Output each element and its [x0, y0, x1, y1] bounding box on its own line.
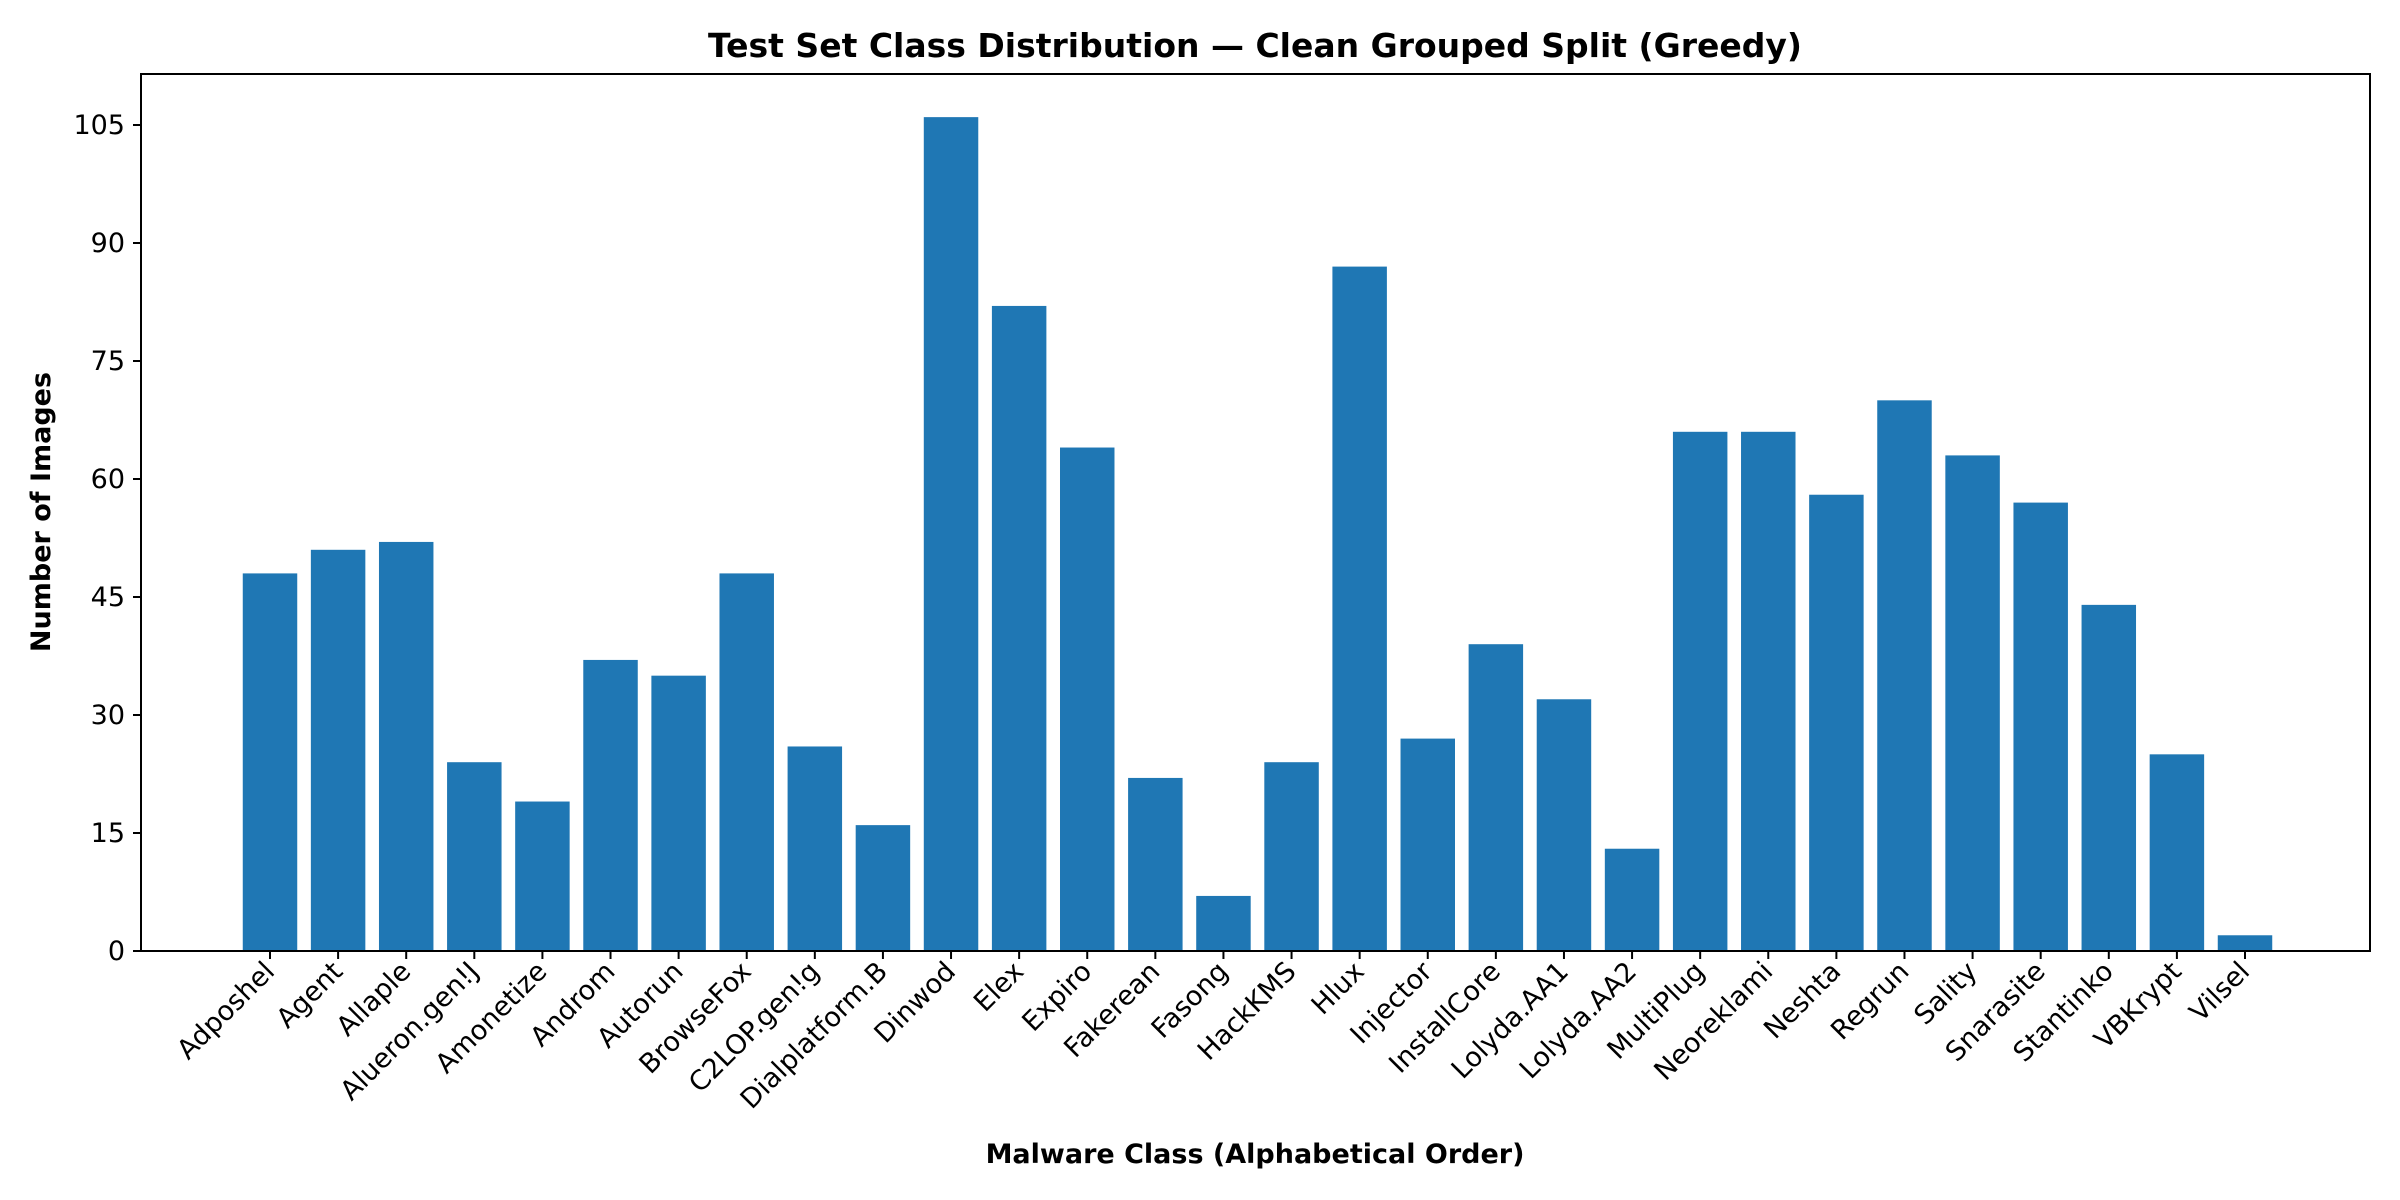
x-axis-ticks: AdposhelAgentAllapleAlueron.gen!JAmoneti… — [171, 951, 2256, 1115]
x-tick-label: Elex — [968, 956, 1030, 1018]
bar — [1604, 848, 1660, 951]
bar — [651, 675, 706, 951]
bar — [242, 573, 298, 951]
plot-frame — [140, 73, 2371, 952]
bar — [1877, 400, 1932, 952]
y-axis-ticks: 0 15 30 45 60 75 90 105 — [73, 110, 141, 967]
x-tick-label: Adposhel — [171, 956, 281, 1066]
y-axis-label: Number of Images — [26, 372, 57, 652]
bar — [787, 746, 843, 951]
bar — [1060, 447, 1115, 951]
bar — [1672, 431, 1728, 951]
bar — [1741, 431, 1796, 951]
bar — [1264, 762, 1319, 951]
bar — [2081, 604, 2137, 951]
bar — [855, 825, 911, 951]
y-tick-label: 0 — [108, 936, 125, 967]
bar — [1468, 644, 1524, 951]
x-axis-label: Malware Class (Alphabetical Order) — [986, 1139, 1525, 1170]
y-tick-label: 60 — [91, 464, 125, 495]
y-tick-label: 30 — [91, 700, 125, 731]
chart-title: Test Set Class Distribution — Clean Grou… — [708, 26, 1802, 65]
y-tick-label: 45 — [91, 582, 125, 613]
bar — [1332, 266, 1387, 952]
bar — [1536, 699, 1592, 951]
bar — [1128, 777, 1183, 951]
y-tick-label: 90 — [91, 228, 125, 259]
bar — [2217, 935, 2273, 951]
x-tick-label: Vilsel — [2184, 956, 2256, 1028]
y-tick-label: 15 — [91, 818, 125, 849]
bar — [1945, 455, 2000, 951]
bar — [515, 801, 570, 951]
bar — [923, 117, 979, 951]
bar — [2013, 502, 2068, 951]
bar — [1809, 494, 1864, 951]
bar — [719, 573, 774, 951]
bar — [447, 762, 502, 951]
bar — [1400, 738, 1455, 951]
bar — [583, 659, 638, 951]
bar — [310, 549, 366, 951]
bar — [1196, 895, 1251, 951]
bar — [378, 541, 434, 951]
bar — [991, 305, 1047, 951]
bars-group — [242, 117, 2273, 952]
y-tick-label: 105 — [73, 110, 125, 141]
bar — [2149, 754, 2205, 951]
y-tick-label: 75 — [91, 346, 125, 377]
